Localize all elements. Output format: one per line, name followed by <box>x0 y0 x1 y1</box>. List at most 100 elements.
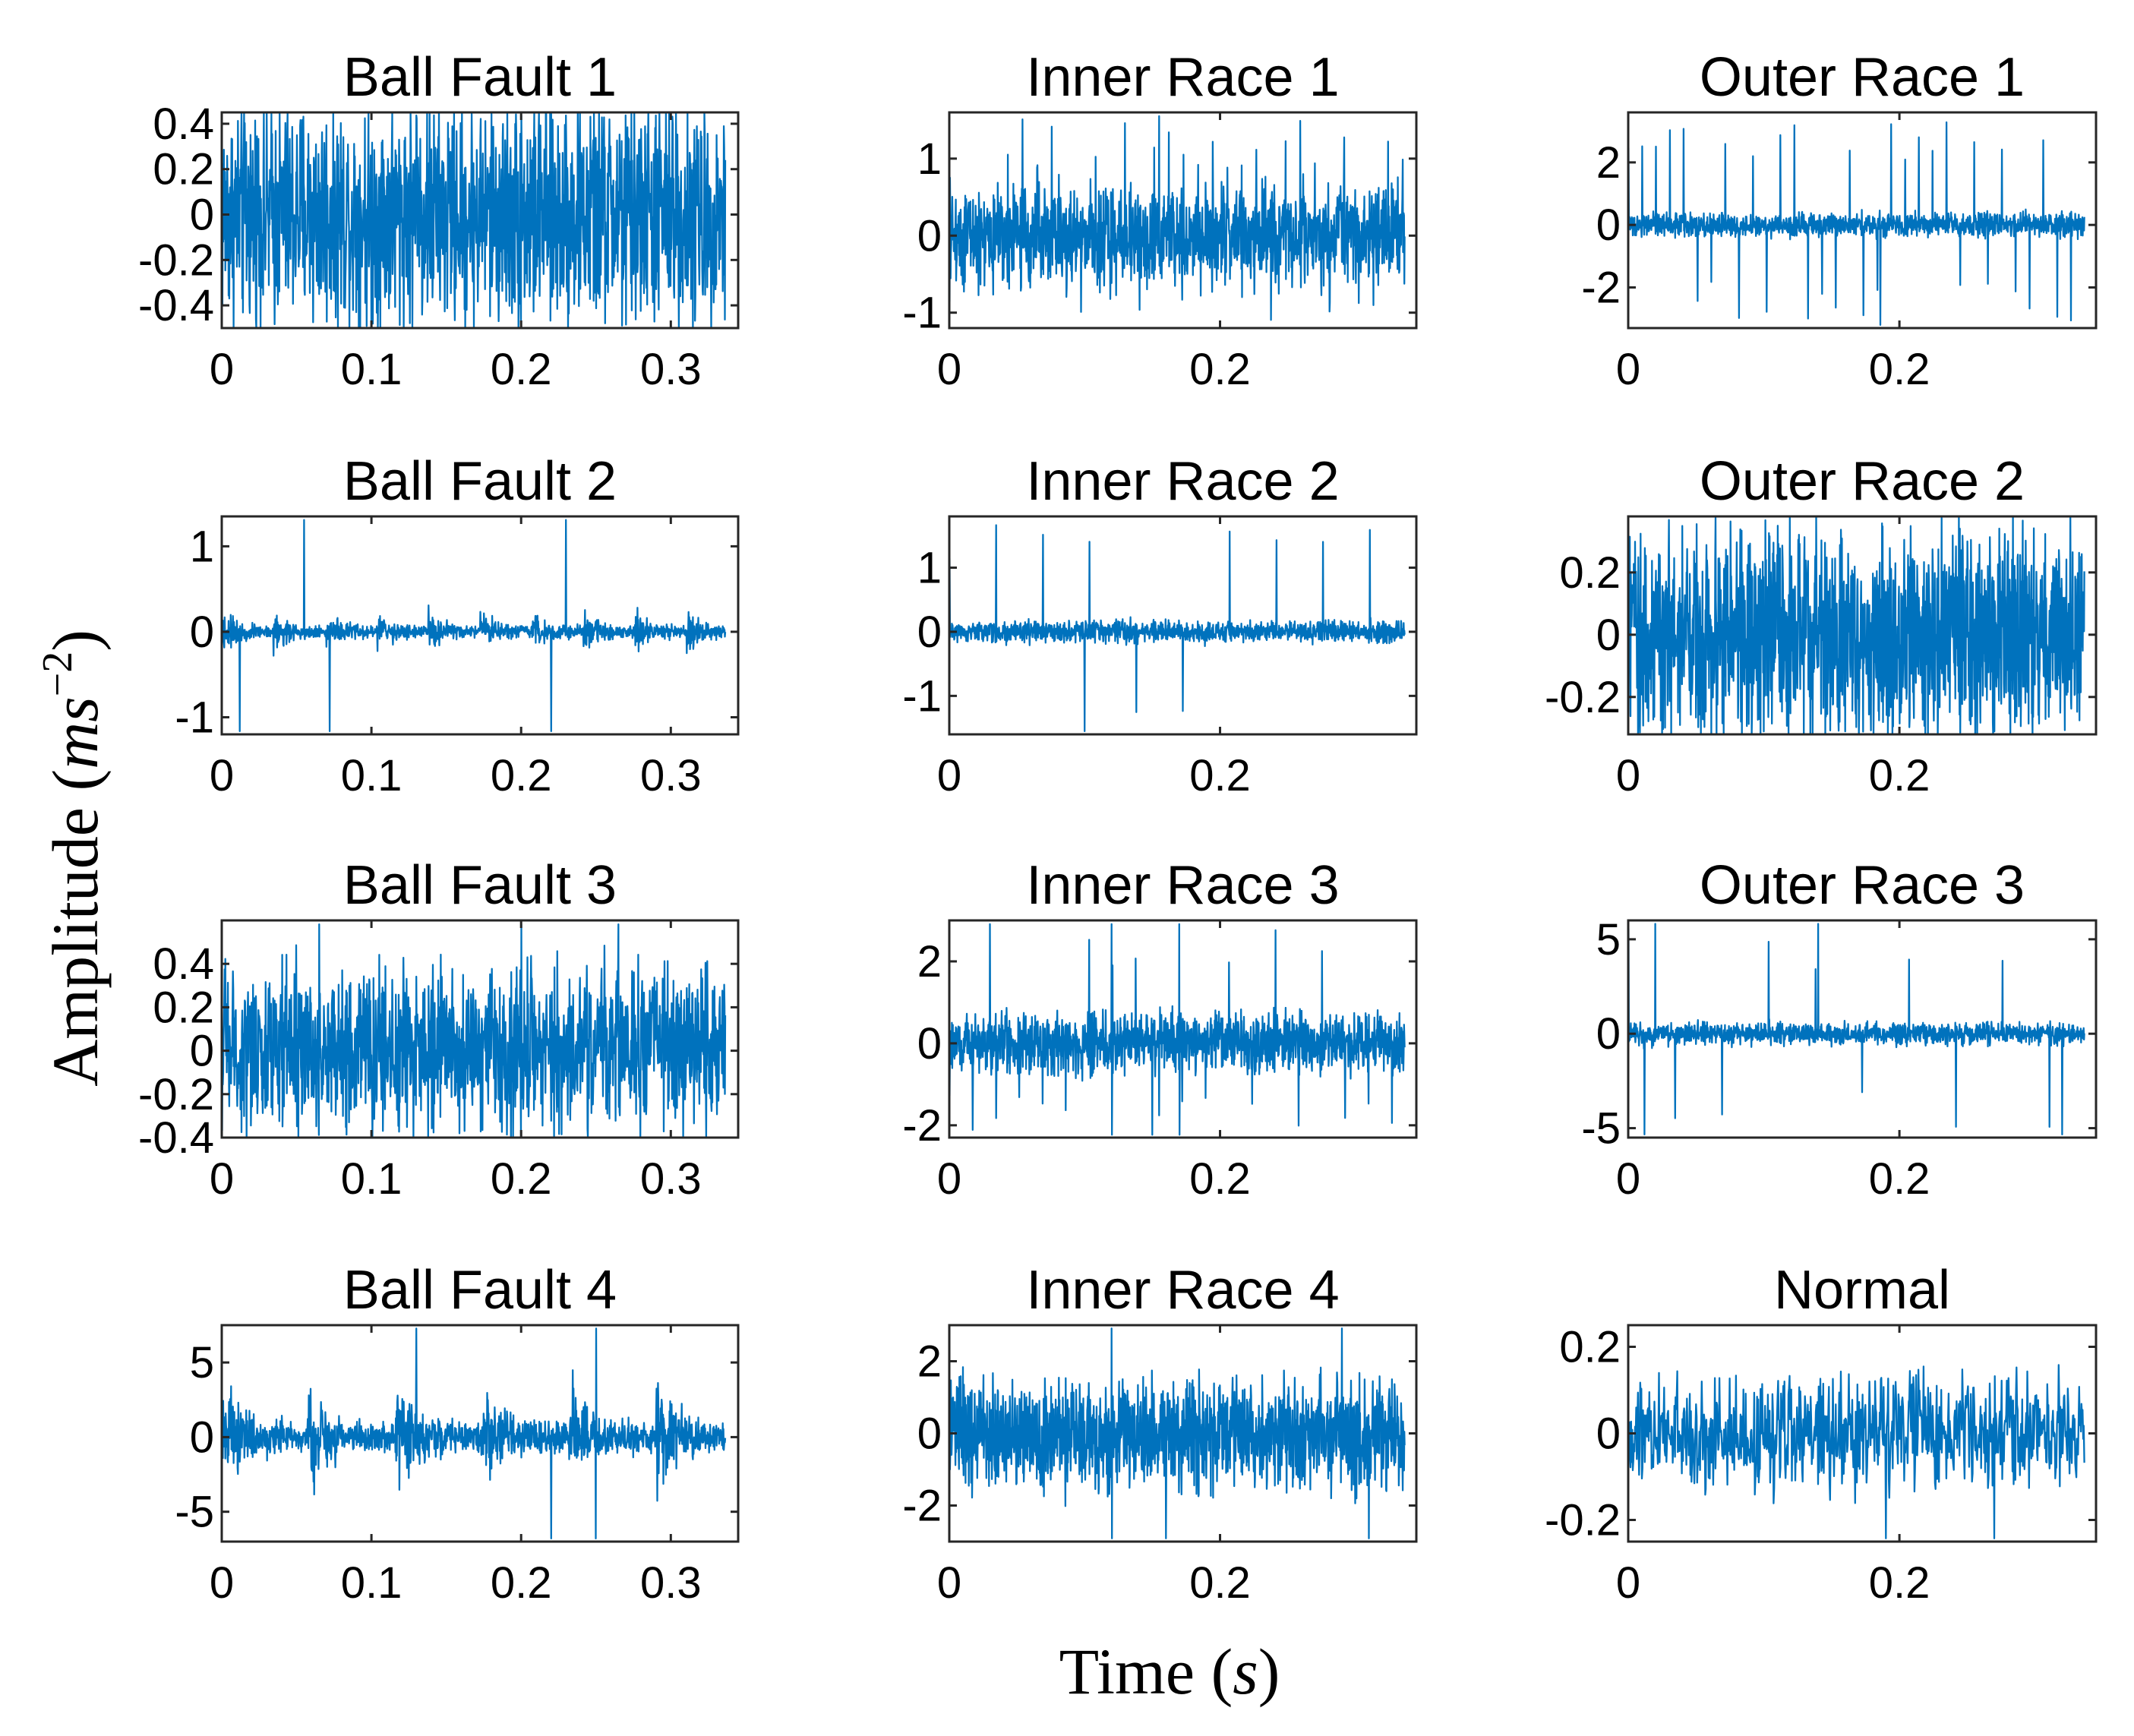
x-tick-label: 0.1 <box>341 751 402 800</box>
signal-line <box>220 111 727 330</box>
x-tick-label: 0.2 <box>491 345 552 394</box>
x-tick-label: 0 <box>937 1154 961 1204</box>
x-tick-label: 0.1 <box>341 1154 402 1204</box>
x-tick-label: 0 <box>210 1154 234 1204</box>
x-tick-label: 0.2 <box>491 751 552 800</box>
y-tick-label: 1 <box>917 544 942 593</box>
y-tick-label: 2 <box>917 937 942 986</box>
y-tick-label: 0.2 <box>153 983 214 1032</box>
y-tick-label: 0 <box>1596 611 1621 660</box>
y-tick-label: 0 <box>917 1019 942 1068</box>
panel-ball-fault-3: Ball Fault 30.40.20-0.2-0.40 0.1 0.2 0.3 <box>138 855 740 1204</box>
panel-outer-race-1: Outer Race 1 2 0 -2 0 0.2 <box>1581 47 2098 394</box>
panel-title: Ball Fault 3 <box>343 855 617 916</box>
axes-frame <box>948 919 1418 1139</box>
panel-title: Inner Race 4 <box>1026 1260 1339 1321</box>
panel-inner-race-2: Inner Race 2 1 0 -1 0 0.2 <box>902 451 1418 800</box>
axes-frame <box>948 515 1418 736</box>
y-tick-label: -0.2 <box>1545 673 1621 722</box>
x-tick-label: 0.2 <box>491 1154 552 1204</box>
panel-ball-fault-1: Ball Fault 10.40.20-0.2-0.40 0.1 0.2 0.3 <box>138 47 740 394</box>
x-axis-label: Time (s) <box>1059 1635 1280 1708</box>
y-tick-label: 0 <box>190 191 214 240</box>
y-tick-label: 0 <box>190 608 214 657</box>
x-tick-label: 0 <box>937 345 961 394</box>
y-tick-label: 0.4 <box>153 99 214 149</box>
y-tick-label: 0 <box>917 1409 942 1459</box>
y-tick-label: 2 <box>917 1337 942 1387</box>
x-tick-label: 0 <box>1616 1154 1640 1204</box>
y-tick-label: -1 <box>175 693 214 742</box>
x-tick-label: 0.2 <box>491 1558 552 1608</box>
signal-line <box>220 923 727 1139</box>
x-tick-label: 0.2 <box>1189 1558 1251 1608</box>
y-tick-label: -0.4 <box>138 1113 214 1163</box>
signal-line <box>948 923 1406 1136</box>
panel-ball-fault-4: Ball Fault 4 5 0 -5 0 0.1 0.2 0.3 <box>175 1260 740 1608</box>
x-tick-label: 0.1 <box>341 1558 402 1608</box>
panel-inner-race-3: Inner Race 320-20 0.2 <box>902 855 1418 1204</box>
axes-frame <box>220 515 740 736</box>
y-tick-label: 5 <box>190 1338 214 1387</box>
signal-line <box>948 115 1406 321</box>
panel-title: Ball Fault 1 <box>343 47 617 108</box>
panel-normal: Normal 0.2 0 -0.2 0 0.2 <box>1545 1260 2098 1608</box>
x-tick-label: 0 <box>1616 345 1640 394</box>
x-tick-label: 0.1 <box>341 345 402 394</box>
y-tick-label: 5 <box>1596 915 1621 964</box>
panel-ball-fault-2: Ball Fault 2 1 0 -1 0 0.1 0.2 0.3 <box>175 451 740 800</box>
y-tick-label: 0 <box>917 211 942 260</box>
panel-inner-race-4: Inner Race 4 2 0 -2 0 0.2 <box>902 1260 1418 1608</box>
panel-title: Outer Race 2 <box>1700 451 2025 512</box>
x-tick-label: 0 <box>937 751 961 800</box>
y-axis-label: Amplitude (ms−2) <box>34 630 112 1087</box>
x-tick-label: 0 <box>210 345 234 394</box>
y-tick-label: 1 <box>190 522 214 571</box>
signal-line <box>948 524 1406 733</box>
signal-line <box>220 519 727 733</box>
axes-frame <box>948 111 1418 330</box>
x-tick-label: 0.2 <box>1869 751 1930 800</box>
y-tick-label: -0.2 <box>1545 1496 1621 1545</box>
panel-outer-race-3: Outer Race 350-50 0.2 <box>1581 855 2098 1204</box>
panel-inner-race-1: Inner Race 1 1 0 -1 0 0.2 <box>902 47 1418 394</box>
axes-frame <box>220 919 740 1139</box>
y-tick-label: -5 <box>175 1488 214 1537</box>
panel-title: Ball Fault 2 <box>343 451 617 512</box>
y-tick-label: 0.4 <box>153 939 214 989</box>
x-tick-label: 0.3 <box>640 1154 702 1204</box>
y-tick-label: -1 <box>902 289 942 338</box>
panel-title: Inner Race 1 <box>1026 47 1339 108</box>
axes-frame <box>1627 919 2098 1139</box>
y-tick-label: 0 <box>190 1027 214 1076</box>
y-tick-label: 2 <box>1596 138 1621 188</box>
x-tick-label: 0.2 <box>1189 345 1251 394</box>
x-tick-label: 0.2 <box>1189 1154 1251 1204</box>
y-tick-label: 0 <box>1596 1009 1621 1059</box>
panel-title: Ball Fault 4 <box>343 1260 617 1321</box>
x-tick-label: 0 <box>937 1558 961 1608</box>
panel-outer-race-2: Outer Race 2 0.2 0 -0.2 0 0.2 <box>1545 451 2098 800</box>
signal-line <box>1627 121 2085 327</box>
x-tick-label: 0 <box>1616 1558 1640 1608</box>
y-tick-label: -2 <box>902 1101 942 1150</box>
signal-line <box>1627 923 2085 1136</box>
x-tick-label: 0.2 <box>1869 1558 1930 1608</box>
axes-frame <box>220 1324 740 1543</box>
x-tick-label: 0 <box>1616 751 1640 800</box>
x-tick-label: 0 <box>210 1558 234 1608</box>
x-tick-label: 0.3 <box>640 1558 702 1608</box>
y-tick-label: -0.2 <box>138 235 214 285</box>
signal-line <box>220 1327 727 1540</box>
axes-frame <box>1627 515 2098 736</box>
x-tick-label: 0.3 <box>640 751 702 800</box>
y-tick-label: 0 <box>917 608 942 657</box>
y-tick-label: 0 <box>1596 1409 1621 1459</box>
x-tick-label: 0.3 <box>640 345 702 394</box>
y-tick-label: 1 <box>917 134 942 184</box>
y-tick-label: -0.2 <box>138 1070 214 1119</box>
y-tick-label: -5 <box>1581 1104 1621 1154</box>
signal-line <box>1627 515 2085 736</box>
signal-line <box>948 1327 1406 1539</box>
x-tick-label: 0 <box>210 751 234 800</box>
